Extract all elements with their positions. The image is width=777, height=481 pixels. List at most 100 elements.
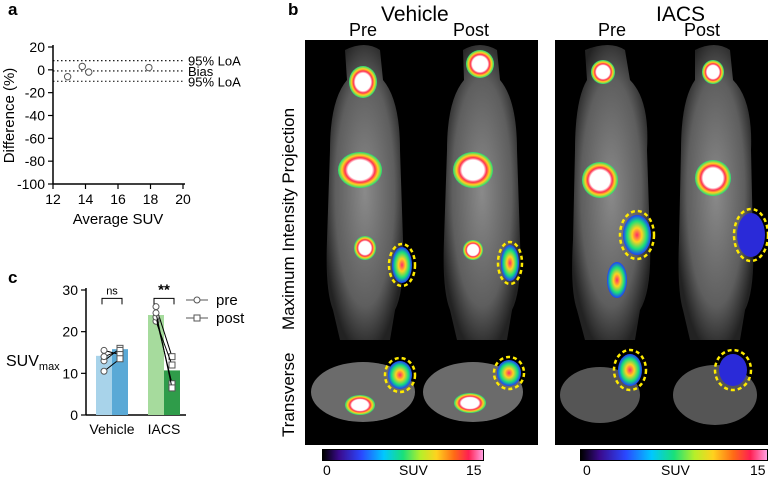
iacs-pre-tumor-signal	[623, 215, 651, 255]
colorbar-vehicle	[322, 449, 484, 461]
row-label-mip: Maximum Intensity Projection	[279, 107, 298, 330]
c-category-label: Vehicle	[89, 421, 134, 437]
group-title-vehicle: Vehicle	[381, 3, 449, 26]
a-y-tick-label: -20	[25, 85, 45, 101]
vehicle-post-heart-signal	[453, 152, 493, 188]
a-x-tick-label: 20	[175, 191, 191, 207]
iacs-pre-transverse-outline	[612, 348, 648, 392]
vehicle-post-transverse-tumor	[497, 360, 521, 386]
vehicle-pre-mip-body	[326, 45, 404, 340]
c-y-axis-title: SUVmax	[6, 353, 60, 373]
colorbar-iacs-min: 0	[583, 462, 591, 478]
iacs-post-tumor-signal	[737, 213, 765, 257]
c-significance-bracket	[153, 297, 175, 305]
c-significance-label: **	[158, 281, 170, 298]
c-post-point	[116, 355, 124, 363]
vehicle-pre-transverse-tumor	[388, 361, 412, 389]
a-data-point	[63, 72, 72, 81]
c-y-tick-label: 10	[62, 365, 78, 381]
c-pre-point	[100, 367, 108, 375]
a-y-tick-label: -80	[25, 153, 45, 169]
a-reference-label: 95% LoA	[188, 54, 241, 69]
colorbar-vehicle-min: 0	[323, 462, 331, 478]
c-post-point	[168, 384, 176, 392]
iacs-scan-figure	[560, 45, 770, 425]
iacs-pre-transverse-tumor	[618, 354, 642, 386]
c-legend-marker-post	[193, 314, 201, 322]
vehicle-scan-figure	[311, 45, 526, 422]
colorbar-iacs-label: SUV	[661, 462, 690, 478]
c-pre-point	[152, 309, 160, 317]
iacs-pre-tumor-outline	[618, 209, 656, 261]
a-data-point	[78, 62, 86, 71]
c-legend-label: post	[216, 310, 245, 327]
a-y-tick-label: -40	[25, 108, 45, 124]
c-pair-line	[155, 312, 173, 389]
iacs-post-transverse-tumor	[719, 354, 747, 386]
colorbar-vehicle-label: SUV	[399, 462, 428, 478]
c-significance-bracket	[101, 297, 123, 305]
a-x-tick-label: 14	[78, 191, 94, 207]
vehicle-pre-tumor-outline	[387, 242, 417, 288]
c-category-label: IACS	[148, 421, 181, 437]
c-y-tick-label: 20	[62, 324, 78, 340]
vehicle-pre-heart-signal	[338, 152, 382, 188]
column-label-iacs-post: Post	[684, 20, 721, 40]
a-x-tick-label: 18	[143, 191, 159, 207]
vehicle-post-tumor-signal	[501, 245, 519, 281]
c-y-axis-title-sub: max	[39, 361, 60, 373]
column-label-vehicle-pre: Pre	[349, 20, 378, 40]
panel-letter-c: c	[8, 268, 18, 287]
colorbar-vehicle-max: 15	[466, 462, 482, 478]
iacs-pre-brain-signal	[607, 262, 627, 298]
vehicle-post-transverse-hotspot	[454, 393, 486, 413]
a-data-point	[85, 68, 93, 76]
a-reference-label: Bias	[188, 64, 214, 79]
vehicle-pre-transverse-hotspot	[345, 395, 375, 415]
iacs-post-transverse-outline	[713, 348, 753, 392]
iacs-pre-heart-signal	[582, 162, 618, 198]
c-significance-label: ns	[106, 285, 118, 297]
column-label-iacs-pre: Pre	[598, 20, 627, 40]
c-pre-point	[100, 346, 108, 354]
panel-letter-b: b	[288, 0, 299, 19]
group-title-iacs: IACS	[656, 3, 706, 26]
a-y-tick-label: -60	[25, 130, 45, 146]
panel-letter-a: a	[8, 0, 18, 19]
vehicle-post-transverse-outline	[492, 355, 526, 391]
c-pre-point	[152, 303, 160, 311]
iacs-post-bladder-signal	[702, 60, 724, 84]
vehicle-pre-transverse-outline	[383, 356, 417, 394]
c-y-tick-label: 30	[62, 282, 78, 298]
a-data-point	[145, 63, 153, 72]
vehicle-post-tumor-outline	[496, 240, 524, 286]
colorbar-iacs	[580, 449, 768, 461]
vehicle-post-mip-body	[443, 45, 521, 340]
iacs-post-heart-signal	[695, 160, 731, 196]
vehicle-post-brain-signal	[463, 240, 483, 260]
c-y-tick-label: 0	[70, 407, 78, 423]
vehicle-pre-bladder-signal	[349, 66, 377, 98]
vehicle-pre-tumor-signal	[392, 247, 412, 283]
vehicle-image-panel	[305, 40, 538, 445]
vehicle-pre-brain-signal	[354, 236, 376, 260]
iacs-pre-bladder-signal	[591, 60, 615, 84]
colorbar-iacs-max: 15	[750, 462, 766, 478]
a-x-tick-label: 16	[110, 191, 126, 207]
c-pre-point	[100, 353, 108, 361]
c-bar-post	[164, 370, 180, 415]
c-post-point	[168, 361, 176, 369]
a-x-axis-title: Average SUV	[73, 211, 164, 228]
a-x-tick-label: 12	[45, 191, 61, 207]
a-y-tick-label: 0	[37, 62, 45, 78]
a-y-axis-title: Difference (%)	[1, 68, 18, 164]
iacs-pre-transverse-body	[560, 367, 640, 423]
a-y-tick-label: 20	[29, 39, 45, 55]
c-y-axis-title-main: SUV	[6, 353, 39, 370]
a-reference-label: 95% LoA	[188, 74, 241, 89]
row-label-transverse: Transverse	[279, 352, 298, 437]
c-bar-post	[112, 349, 128, 415]
iacs-image-panel	[555, 40, 770, 445]
